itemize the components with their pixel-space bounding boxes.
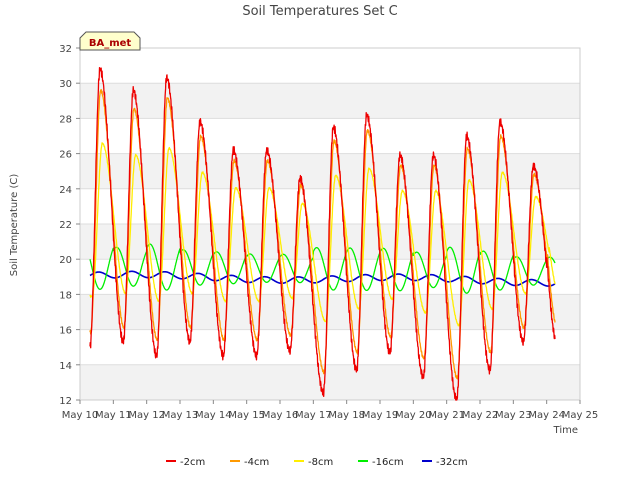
x-tick-label: May 10 <box>62 410 99 421</box>
x-tick-label: May 24 <box>528 410 565 421</box>
plot-band <box>80 329 580 365</box>
y-axis-label: Soil Temperature (C) <box>9 174 20 277</box>
plot-band <box>80 83 580 119</box>
y-tick-label: 30 <box>59 79 72 90</box>
legend-label: -8cm <box>308 457 333 468</box>
x-tick-label: May 22 <box>462 410 499 421</box>
x-tick-label: May 15 <box>228 410 265 421</box>
legend-label: -4cm <box>244 457 269 468</box>
x-tick-label: May 12 <box>128 410 165 421</box>
series-line-minus-32cm <box>89 270 556 287</box>
x-tick-label: May 17 <box>295 410 332 421</box>
badge-shape <box>79 31 141 51</box>
series-line-minus-16cm <box>89 243 556 294</box>
x-tick-label: May 25 <box>562 410 599 421</box>
y-tick-label: 28 <box>59 114 72 125</box>
x-axis-label: Time <box>553 425 578 436</box>
y-tick-label: 22 <box>59 220 72 231</box>
site-badge: BA_met <box>79 31 141 51</box>
x-tick-label: May 14 <box>195 410 232 421</box>
x-tick-label: May 20 <box>395 410 432 421</box>
series-lines <box>89 66 556 401</box>
badge-label: BA_met <box>89 38 132 49</box>
x-tick-label: May 18 <box>328 410 365 421</box>
x-tick-label: May 13 <box>162 410 199 421</box>
x-tick-label: May 16 <box>262 410 299 421</box>
legend: -2cm -4cm -8cm -16cm -32cm <box>166 457 468 468</box>
x-tick-label: May 19 <box>362 410 399 421</box>
y-tick-label: 12 <box>59 396 72 407</box>
chart-title: Soil Temperatures Set C <box>242 4 397 19</box>
y-axis-ticks: 12 14 16 18 20 22 24 26 28 30 32 <box>59 44 80 407</box>
legend-label: -32cm <box>436 457 468 468</box>
x-tick-label: May 21 <box>428 410 465 421</box>
series-line-minus-8cm <box>89 142 556 327</box>
y-tick-label: 14 <box>59 361 72 372</box>
y-tick-label: 20 <box>59 255 72 266</box>
x-tick-label: May 11 <box>95 410 132 421</box>
legend-label: -16cm <box>372 457 404 468</box>
y-tick-label: 18 <box>59 290 72 301</box>
plot-band <box>80 364 580 400</box>
y-tick-label: 26 <box>59 150 72 161</box>
plot-band <box>80 294 580 330</box>
y-tick-label: 24 <box>59 185 72 196</box>
x-tick-label: May 23 <box>495 410 532 421</box>
y-tick-label: 32 <box>59 44 72 55</box>
legend-label: -2cm <box>180 457 205 468</box>
plot-band <box>80 48 580 84</box>
y-tick-label: 16 <box>59 326 72 337</box>
series-line-minus-2cm <box>89 66 556 401</box>
